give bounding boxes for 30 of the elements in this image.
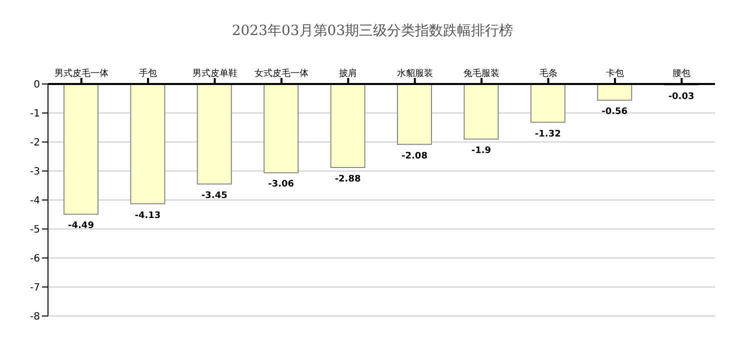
y-tick-label: -7 <box>30 282 40 294</box>
y-tick-label: -8 <box>30 312 40 323</box>
data-label: -3.45 <box>201 191 228 202</box>
y-tick-label: -5 <box>30 224 40 236</box>
data-label: -0.56 <box>602 107 628 118</box>
x-tick-label: 水貂服装 <box>396 68 433 79</box>
x-tick-label: 腰包 <box>672 68 691 79</box>
x-tick-label: 披肩 <box>339 68 358 79</box>
x-tick-label: 兔毛服装 <box>464 68 500 79</box>
y-tick-label: -4 <box>30 196 40 207</box>
x-tick-label: 男式皮毛一体 <box>54 68 108 79</box>
x-tick-label: 男式皮单鞋 <box>192 68 238 79</box>
data-label: -4.13 <box>134 210 161 221</box>
y-tick-label: -6 <box>30 254 40 265</box>
y-tick-label: -2 <box>30 138 40 149</box>
x-tick-label: 毛条 <box>539 68 558 79</box>
data-label: -2.88 <box>334 174 361 185</box>
data-label: -2.08 <box>402 151 428 162</box>
x-tick-label: 手包 <box>139 68 158 79</box>
data-label: -4.49 <box>68 221 94 232</box>
data-label: -1.9 <box>471 146 492 156</box>
y-tick-label: 0 <box>34 80 40 91</box>
x-tick-label: 卡包 <box>606 68 624 79</box>
data-label: -0.03 <box>668 92 694 102</box>
y-tick-label: -3 <box>30 166 40 178</box>
data-label: -3.06 <box>268 180 294 190</box>
y-tick-label: -1 <box>30 108 40 120</box>
chart-title: 2023年03月第03期三级分类指数跌幅排行榜 <box>230 22 514 41</box>
data-label: -1.32 <box>534 129 561 140</box>
x-tick-label: 女式皮毛一体 <box>254 68 308 79</box>
